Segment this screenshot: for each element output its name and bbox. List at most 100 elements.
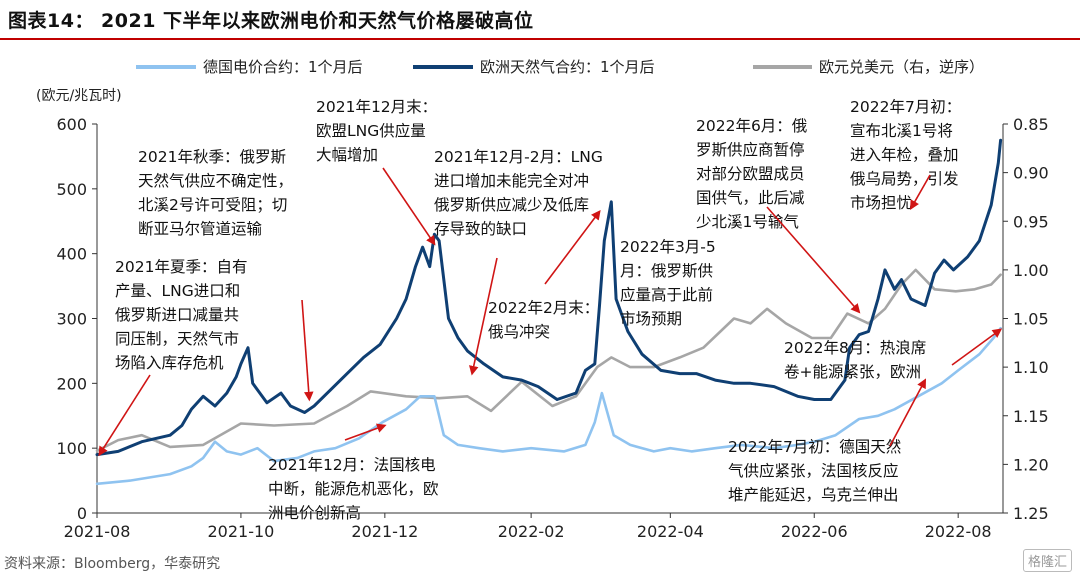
annotation-line: 存导致的缺口	[434, 220, 527, 238]
annotation-line: 2021年12月-2月：LNG	[434, 148, 603, 166]
annotation-line: 俄罗斯进口减量共	[115, 306, 239, 324]
annotation: 2022年7月初：德国天然气供应紧张，法国核反应堆产能延迟，乌克兰伸出	[728, 378, 927, 504]
annotation-line: 卷+能源紧张，欧洲	[784, 363, 921, 381]
legend-label-eu-gas: 欧洲天然气合约：1个月后	[480, 58, 655, 76]
y-axis-unit-label: (欧元/兆瓦时)	[36, 88, 122, 104]
annotation-line: 进口增加未能完全对冲	[434, 172, 589, 190]
annotation-line: 断亚马尔管道运输	[138, 220, 263, 238]
annotation: 2022年8月：热浪席卷+能源紧张，欧洲	[784, 328, 1003, 381]
annotation-arrow	[382, 167, 436, 246]
annotation-text: 2021年12月：法国核电中断，能源危机恶化，欧洲电价创新高	[268, 456, 439, 522]
annotation-line: 进入年检，叠加	[850, 146, 959, 164]
annotation-text: 2022年7月初：德国天然气供应紧张，法国核反应堆产能延迟，乌克兰伸出	[728, 438, 901, 504]
annotation: 2021年12月：法国核电中断，能源危机恶化，欧洲电价创新高	[268, 423, 439, 522]
annotation-text: 2021年秋季：俄罗斯天然气供应不确定性， 北溪2号许可受阻；切断亚马尔管道运输	[138, 148, 293, 238]
y-left-tick-label: 400	[56, 245, 87, 264]
annotation-line: 宣布北溪1号将	[850, 122, 953, 140]
annotation-line: 少北溪1号输气	[696, 213, 799, 231]
annotation-line: 场陷入库存危机	[115, 354, 224, 372]
x-tick-label: 2022-08	[925, 522, 992, 541]
axes: 0 100 200 300 400 500 600 0.85 0.90 0.95 1.00 1.05 1…	[56, 115, 1048, 541]
annotation-line: 北溪2号许可受阻；切	[138, 196, 287, 214]
annotation: 2021年12月-2月：LNG 进口增加未能完全对冲俄罗斯供应减少及低库存导致的缺…	[434, 148, 603, 376]
annotation-line: 市场担忧	[850, 194, 912, 212]
y-left-tick-label: 600	[56, 115, 87, 134]
series-group	[95, 138, 1003, 486]
annotation-arrow	[889, 378, 927, 447]
annotation-text: 2022年8月：热浪席卷+能源紧张，欧洲	[784, 339, 926, 381]
annotation-line: 洲电价创新高	[268, 504, 361, 522]
annotation-line: 同压制，天然气市	[115, 330, 239, 348]
y-right-tick-label: 0.90	[1013, 164, 1049, 183]
y-right-tick-label: 1.00	[1013, 261, 1049, 280]
annotation-line: 大幅增加	[316, 146, 378, 164]
annotation-line: 欧盟LNG供应量	[316, 121, 426, 140]
annotation-line: 2021年12月末：	[316, 98, 437, 116]
annotation-arrow	[301, 299, 314, 402]
annotations: 2021年夏季：自有产量、LNG进口和俄罗斯进口减量共同压制，天然气市场陷入库存…	[98, 98, 1003, 522]
annotation-arrow	[544, 209, 601, 285]
watermark-logo: 格隆汇	[1022, 549, 1072, 572]
y-left-tick-label: 300	[56, 310, 87, 329]
annotation-line: 2022年6月：俄	[696, 117, 807, 135]
y-right-tick-label: 1.25	[1013, 504, 1049, 523]
annotation-arrow	[766, 206, 861, 314]
annotation-text: 2022年3月-5 月：俄罗斯供应量高于此前市场预期	[620, 238, 716, 328]
annotation-line: 2021年12月：法国核电	[268, 456, 436, 474]
y-right-tick-label: 0.95	[1013, 212, 1049, 231]
annotation-arrow	[344, 423, 387, 441]
annotation-line: 月：俄罗斯供	[620, 262, 713, 280]
y-left-tick-label: 100	[56, 439, 87, 458]
annotation-arrow	[98, 374, 151, 457]
figure-title: 图表14： 2021 下半年以来欧洲电价和天然气价格屡破高位	[8, 10, 534, 32]
y-right-tick-label: 1.05	[1013, 310, 1049, 329]
chart-legend: 德国电价合约：1个月后 欧洲天然气合约：1个月后 欧元兑美元（右，逆序）	[136, 58, 984, 76]
chart: 德国电价合约：1个月后 欧洲天然气合约：1个月后 欧元兑美元（右，逆序） (欧元…	[36, 58, 1049, 541]
y-right-tick-label: 1.10	[1013, 358, 1049, 377]
annotation: 2021年12月末： 欧盟LNG供应量大幅增加	[316, 98, 437, 246]
annotation-line: 俄乌冲突	[488, 323, 550, 341]
annotation-line: 俄罗斯供应减少及低库	[434, 195, 589, 214]
y-left-tick-label: 0	[77, 504, 87, 523]
legend-label-german-power: 德国电价合约：1个月后	[203, 58, 363, 76]
x-tick-label: 2021-08	[64, 522, 131, 541]
annotation: 2022年7月初： 宣布北溪1号将进入年检，叠加俄乌局势，引发市场担忧	[850, 98, 961, 212]
annotation-text: 2022年6月：俄罗斯供应商暂停对部分欧盟成员国供气，此后减少北溪1号输气	[696, 117, 807, 231]
annotation-text: 2021年12月-2月：LNG 进口增加未能完全对冲俄罗斯供应减少及低库存导致的缺…	[434, 148, 603, 238]
annotation-line: 气供应紧张，法国核反应	[728, 461, 899, 480]
x-tick-label: 2022-06	[781, 522, 848, 541]
annotation-line: 2022年7月初：德国天然	[728, 438, 901, 456]
annotation: 2021年秋季：俄罗斯天然气供应不确定性， 北溪2号许可受阻；切断亚马尔管道运输	[138, 148, 314, 402]
title-rule	[0, 38, 1080, 40]
annotation-arrow	[951, 328, 1003, 366]
annotation-line: 2022年8月：热浪席	[784, 339, 926, 357]
annotation: 2022年2月末： 俄乌冲突	[488, 209, 601, 341]
annotation-line: 市场预期	[620, 310, 682, 328]
y-left-tick-label: 500	[56, 180, 87, 199]
annotation-line: 应量高于此前	[620, 285, 713, 304]
annotation-line: 天然气供应不确定性，	[138, 171, 293, 190]
annotation-text: 2021年12月末： 欧盟LNG供应量大幅增加	[316, 98, 437, 164]
annotation: 2022年6月：俄罗斯供应商暂停对部分欧盟成员国供气，此后减少北溪1号输气	[696, 117, 861, 314]
legend-label-eurusd: 欧元兑美元（右，逆序）	[819, 58, 984, 76]
annotation-text: 2022年7月初： 宣布北溪1号将进入年检，叠加俄乌局势，引发市场担忧	[850, 98, 961, 212]
annotation-line: 2022年7月初：	[850, 98, 961, 116]
annotation-line: 对部分欧盟成员	[696, 165, 805, 183]
annotation-arrow	[910, 174, 931, 210]
y-right-tick-label: 1.15	[1013, 407, 1049, 426]
annotation: 2022年3月-5 月：俄罗斯供应量高于此前市场预期	[620, 238, 716, 328]
annotation-line: 堆产能延迟，乌克兰伸出	[728, 486, 899, 504]
eu-gas-line	[95, 138, 1003, 457]
annotation-line: 2021年秋季：俄罗斯	[138, 148, 286, 166]
y-left-tick-label: 200	[56, 374, 87, 393]
annotation-line: 2021年夏季：自有	[115, 258, 247, 276]
annotation-text: 2022年2月末： 俄乌冲突	[488, 299, 599, 341]
x-tick-label: 2021-10	[207, 522, 274, 541]
german-power-line	[95, 326, 1002, 486]
annotation-line: 罗斯供应商暂停	[696, 140, 805, 159]
y-right-tick-label: 1.20	[1013, 455, 1049, 474]
annotation-arrow	[469, 257, 498, 376]
x-tick-label: 2022-02	[498, 522, 565, 541]
annotation-line: 俄乌局势，引发	[850, 170, 959, 188]
x-tick-label: 2021-12	[351, 522, 418, 541]
